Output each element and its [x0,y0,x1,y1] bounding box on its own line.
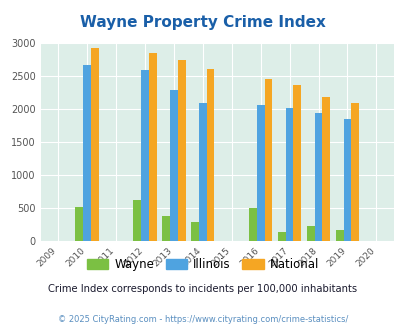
Bar [248,208,256,241]
Text: Crime Index corresponds to incidents per 100,000 inhabitants: Crime Index corresponds to incidents per… [48,284,357,294]
Bar [335,230,343,241]
Bar [343,119,351,241]
Bar [133,200,141,241]
Bar [198,103,206,241]
Bar [177,60,185,241]
Bar [169,90,177,241]
Legend: Wayne, Illinois, National: Wayne, Illinois, National [82,253,323,276]
Bar [256,105,264,241]
Text: Wayne Property Crime Index: Wayne Property Crime Index [80,15,325,30]
Bar [206,69,214,241]
Text: © 2025 CityRating.com - https://www.cityrating.com/crime-statistics/: © 2025 CityRating.com - https://www.city… [58,315,347,324]
Bar [322,97,329,241]
Bar [162,216,169,241]
Bar [293,85,301,241]
Bar [141,70,148,241]
Bar [351,103,358,241]
Bar [264,79,272,241]
Bar [277,232,285,241]
Bar [306,226,314,241]
Bar [83,65,91,241]
Bar [190,222,198,241]
Bar [148,53,156,241]
Bar [314,113,322,241]
Bar [285,108,293,241]
Bar [91,48,98,241]
Bar [75,207,83,241]
